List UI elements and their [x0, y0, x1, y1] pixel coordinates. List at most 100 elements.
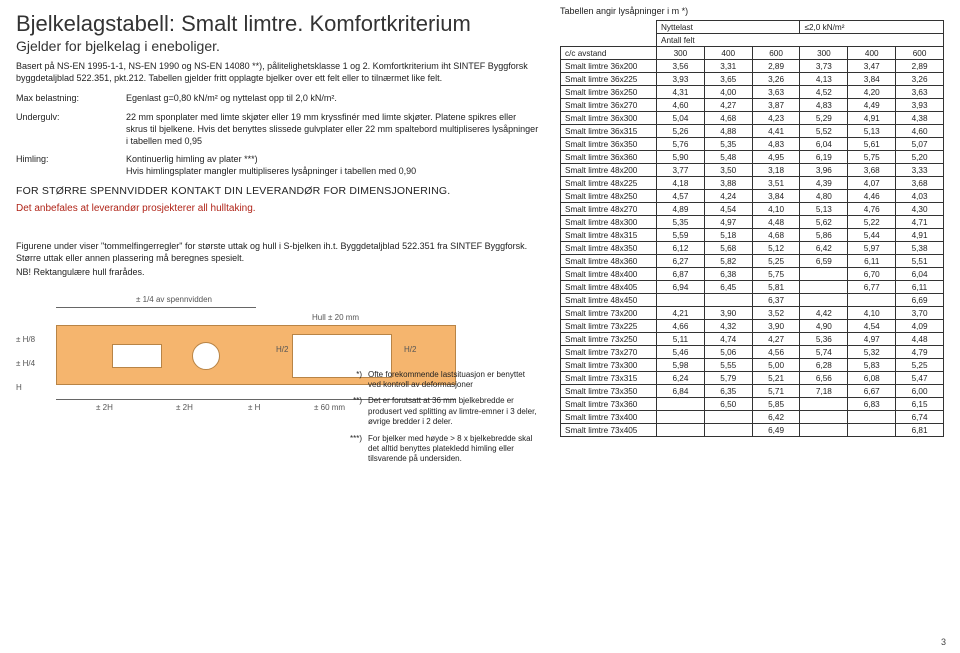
footnote-3-text: For bjelker med høyde > 8 x bjelkebredde…: [368, 434, 540, 465]
def-max: Max belastning: Egenlast g=0,80 kN/m² og…: [16, 92, 540, 104]
row-value: 5,35: [704, 138, 752, 151]
def-under-value: 22 mm sponplater med limte skjøter eller…: [126, 111, 540, 147]
row-value: 4,21: [657, 307, 705, 320]
row-value: 6,19: [800, 151, 848, 164]
row-value: 5,97: [848, 242, 896, 255]
row-value: 3,18: [752, 164, 800, 177]
row-value: 5,82: [704, 255, 752, 268]
row-value: 6,15: [896, 398, 944, 411]
row-value: 5,32: [848, 346, 896, 359]
table-row: Smalt limtre 48x2003,773,503,183,963,683…: [561, 164, 944, 177]
row-value: 3,88: [704, 177, 752, 190]
row-dim: Smalt limtre 36x315: [561, 125, 657, 138]
row-value: 2,89: [752, 60, 800, 73]
row-value: 4,38: [896, 112, 944, 125]
def-max-value: Egenlast g=0,80 kN/m² og nyttelast opp t…: [126, 92, 540, 104]
red-note: Det anbefales at leverandør prosjekterer…: [16, 203, 540, 214]
row-value: 6,24: [657, 372, 705, 385]
th-cc-0: 300: [657, 47, 705, 60]
row-value: 5,18: [704, 229, 752, 242]
th-cc: c/c avstand: [561, 47, 657, 60]
definitions: Max belastning: Egenlast g=0,80 kN/m² og…: [16, 92, 540, 177]
beam-2h-1: ± 2H: [96, 403, 113, 412]
row-value: 4,90: [800, 320, 848, 333]
row-value: 6,42: [752, 411, 800, 424]
row-value: 6,56: [800, 372, 848, 385]
row-dim: Smalt limtre 73x250: [561, 333, 657, 346]
table-row: Smalt limtre 48x2704,894,544,105,134,764…: [561, 203, 944, 216]
row-value: 6,70: [848, 268, 896, 281]
row-value: 5,81: [752, 281, 800, 294]
row-value: 4,91: [848, 112, 896, 125]
row-value: 4,32: [704, 320, 752, 333]
row-value: 7,18: [800, 385, 848, 398]
table-caption: Tabellen angir lysåpninger i m *): [560, 6, 944, 16]
row-value: 4,91: [896, 229, 944, 242]
row-dim: Smalt limtre 48x225: [561, 177, 657, 190]
row-value: 4,48: [752, 216, 800, 229]
row-value: 3,68: [848, 164, 896, 177]
table-row: Smalt limtre 73x2004,213,903,524,424,103…: [561, 307, 944, 320]
table-row: Smalt limtre 48x3606,275,825,256,596,115…: [561, 255, 944, 268]
beam-hole-circle: [192, 342, 220, 370]
row-value: 5,62: [800, 216, 848, 229]
beam-hb8: ± H/8: [16, 335, 35, 344]
row-value: 5,83: [848, 359, 896, 372]
row-value: [800, 268, 848, 281]
right-column: Tabellen angir lysåpninger i m *) Nyttel…: [560, 0, 960, 653]
row-dim: Smalt limtre 36x200: [561, 60, 657, 73]
footnote-2-text: Det er forutsatt at 36 mm bjelkebredde e…: [368, 396, 540, 427]
row-dim: Smalt limtre 73x315: [561, 372, 657, 385]
row-value: 3,26: [752, 73, 800, 86]
table-row: Smalt limtre 36x3155,264,884,415,525,134…: [561, 125, 944, 138]
row-value: [800, 281, 848, 294]
table-row: Smalt limtre 73x3005,985,555,006,285,835…: [561, 359, 944, 372]
row-value: 4,56: [752, 346, 800, 359]
row-value: 5,48: [704, 151, 752, 164]
row-value: 5,22: [848, 216, 896, 229]
row-value: 3,56: [657, 60, 705, 73]
row-value: 5,61: [848, 138, 896, 151]
row-value: [848, 294, 896, 307]
row-value: 6,00: [896, 385, 944, 398]
figure-caption: Figurene under viser "tommelfingerregler…: [16, 240, 540, 264]
row-value: 4,03: [896, 190, 944, 203]
row-value: 5,47: [896, 372, 944, 385]
row-value: 4,30: [896, 203, 944, 216]
row-value: 5,07: [896, 138, 944, 151]
span-table: Nyttelast ≤2,0 kN/m² Antall felt c/c avs…: [560, 20, 944, 437]
row-value: 4,83: [752, 138, 800, 151]
table-row: Smalt limtre 48x4506,376,69: [561, 294, 944, 307]
row-value: [657, 411, 705, 424]
th-antall: Antall felt: [657, 34, 944, 47]
row-value: 3,87: [752, 99, 800, 112]
table-cc-row: c/c avstand 300 400 600 300 400 600: [561, 47, 944, 60]
beam-diagram: ± 1/4 av spennvidden ± H/8 ± H/4 H H/2 H…: [16, 295, 540, 455]
row-value: [704, 294, 752, 307]
row-dim: Smalt limtre 48x250: [561, 190, 657, 203]
table-row: Smalt limtre 48x3506,125,685,126,425,975…: [561, 242, 944, 255]
row-value: 6,77: [848, 281, 896, 294]
row-value: 4,60: [657, 99, 705, 112]
row-value: 6,04: [800, 138, 848, 151]
row-value: [800, 424, 848, 437]
row-value: 3,26: [896, 73, 944, 86]
table-row: Smalt limtre 36x2504,314,003,634,524,203…: [561, 86, 944, 99]
row-value: 4,88: [704, 125, 752, 138]
row-value: 6,59: [800, 255, 848, 268]
row-value: 3,47: [848, 60, 896, 73]
row-value: 4,20: [848, 86, 896, 99]
row-value: 5,90: [657, 151, 705, 164]
row-value: 3,33: [896, 164, 944, 177]
row-value: 5,44: [848, 229, 896, 242]
row-dim: Smalt limtre 48x450: [561, 294, 657, 307]
row-value: 3,51: [752, 177, 800, 190]
row-value: 4,54: [704, 203, 752, 216]
row-value: 4,80: [800, 190, 848, 203]
row-value: 5,51: [896, 255, 944, 268]
row-value: 6,11: [896, 281, 944, 294]
row-value: [848, 411, 896, 424]
row-value: 3,52: [752, 307, 800, 320]
table-row: Smalt limtre 73x3606,505,856,836,15: [561, 398, 944, 411]
row-value: 3,63: [896, 86, 944, 99]
